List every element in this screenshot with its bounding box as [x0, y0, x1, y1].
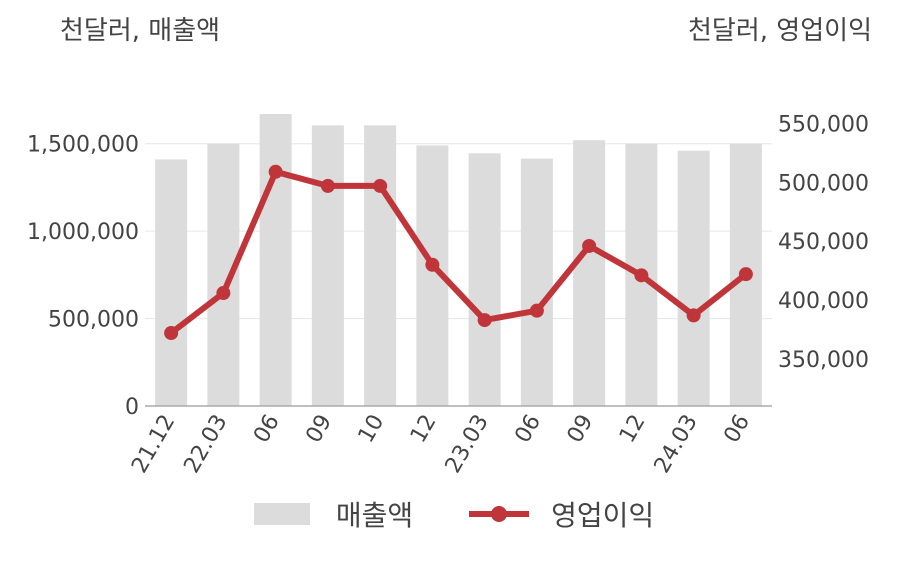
profit-point	[634, 268, 649, 283]
right-tick-label: 400,000	[778, 289, 869, 314]
x-tick-label: 09	[301, 411, 337, 448]
right-tick-label: 450,000	[778, 230, 869, 255]
bar	[364, 125, 397, 407]
x-tick-label: 23.03	[441, 411, 494, 478]
x-tick-label: 12	[406, 411, 442, 448]
profit-point	[477, 313, 492, 328]
x-tick-label: 12	[615, 411, 651, 448]
profit-line	[168, 168, 749, 337]
right-axis-unit-label: 천달러, 영업이익	[688, 16, 872, 46]
x-tick-label: 06	[510, 411, 546, 448]
x-tick-label: 10	[354, 411, 390, 448]
legend-line-swatch	[469, 502, 530, 526]
legend-item-revenue: 매출액	[253, 494, 414, 534]
profit-point	[268, 164, 283, 179]
left-tick-label: 1,500,000	[27, 133, 139, 158]
legend-item-operating-profit: 영업이익	[413, 494, 654, 534]
profit-point	[582, 238, 597, 253]
profit-point	[216, 286, 231, 301]
left-axis-unit-label: 천달러, 매출액	[60, 16, 221, 46]
right-tick-label: 550,000	[778, 113, 869, 138]
x-tick-label: 06	[719, 411, 755, 448]
right-tick-label: 350,000	[778, 348, 869, 373]
profit-point	[164, 326, 179, 341]
legend: 매출액 영업이익	[0, 490, 908, 538]
bar	[259, 113, 292, 406]
legend-operating-profit-label: 영업이익	[551, 499, 655, 532]
combo-chart: 0 500,000 1,000,000 1,500,000 350,000 400,000…	[27, 113, 869, 478]
profit-point	[425, 257, 440, 272]
x-tick-label: 09	[563, 411, 599, 448]
profit-point	[686, 308, 701, 323]
left-tick-label: 500,000	[48, 308, 139, 333]
profit-point	[738, 267, 753, 282]
left-tick-label: 0	[125, 395, 139, 420]
right-tick-label: 500,000	[778, 171, 869, 196]
bar	[677, 150, 710, 406]
bar	[311, 125, 344, 407]
profit-point	[320, 178, 335, 193]
profit-point	[373, 178, 388, 193]
x-tick-label: 06	[249, 411, 285, 448]
line-layer	[164, 164, 753, 341]
x-tick-label: 24.03	[650, 411, 703, 478]
legend-bar-swatch	[253, 503, 310, 525]
left-tick-label: 1,000,000	[27, 220, 139, 245]
legend-revenue-label: 매출액	[335, 499, 414, 532]
bar	[155, 159, 188, 406]
bar	[520, 158, 553, 406]
profit-point	[529, 303, 544, 318]
bar	[468, 153, 501, 406]
bar	[573, 140, 606, 406]
x-tick-label: 22.03	[179, 411, 232, 478]
x-tick-label: 21.12	[127, 411, 180, 478]
bar	[207, 143, 240, 406]
bars-layer	[155, 113, 762, 407]
